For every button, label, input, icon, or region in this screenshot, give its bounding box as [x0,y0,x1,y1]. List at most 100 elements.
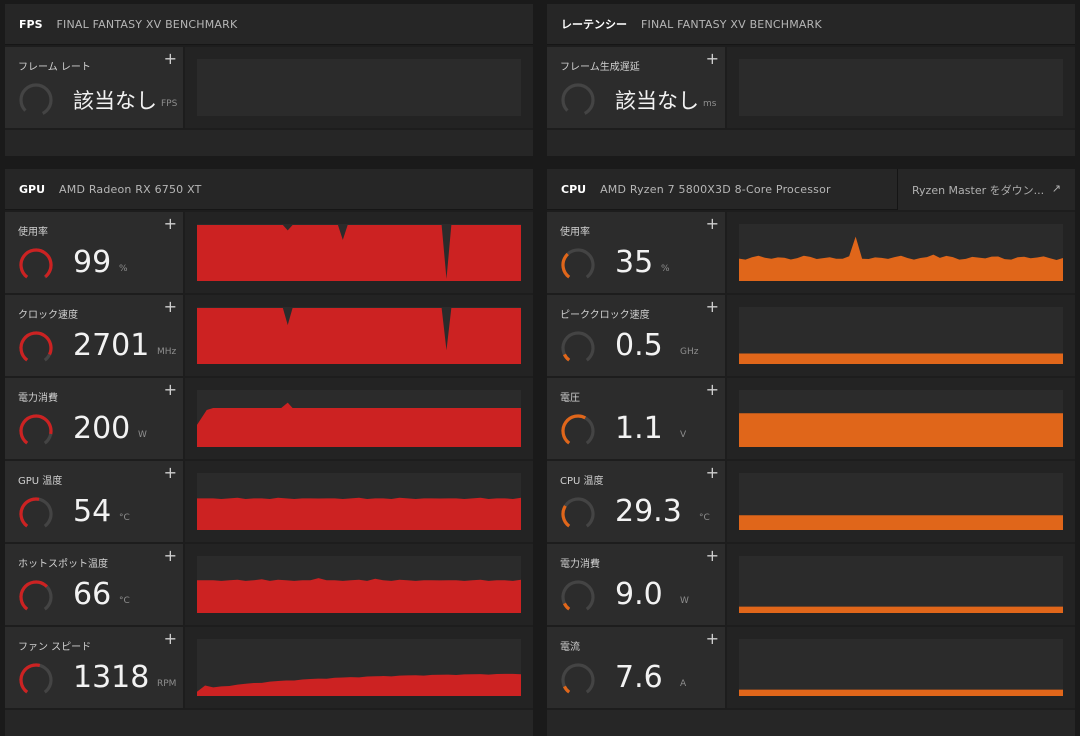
history-area [739,236,1063,281]
gauge-fill [19,663,53,697]
graph-area [739,307,1063,364]
metric-row-5: 電力消費 +9.0 W [547,544,1075,625]
graph-area [197,59,521,116]
metric-tile[interactable]: 電力消費 +200 W [5,378,183,459]
graph-area [739,556,1063,613]
panel-footer [5,710,533,736]
metric-label: ホットスポット温度 [18,559,108,570]
history-area [739,606,1063,613]
gauge-icon [19,580,53,614]
gauge-fill [561,580,595,614]
metric-unit: W [138,430,147,440]
add-metric-button[interactable]: + [163,546,177,565]
ryzen-master-download-button[interactable]: Ryzen Master をダウン... ↗ [897,169,1075,210]
metric-tile[interactable]: ピーククロック速度 +0.5 GHz [547,295,725,376]
add-metric-button[interactable]: + [705,629,719,648]
gauge-fill [19,497,53,531]
add-metric-button[interactable]: + [705,380,719,399]
metric-label: 電流 [560,642,580,653]
metric-row-4: CPU 温度 +29.3 °C [547,461,1075,542]
history-area [197,308,521,364]
gauge-icon [19,248,53,282]
metric-graph [185,295,533,376]
graph-area [739,59,1063,116]
cpu-panel: CPU AMD Ryzen 7 5800X3D 8-Core Processor… [547,169,1075,736]
gauge-icon [19,497,53,531]
metric-history-chart [197,497,521,530]
history-area [739,353,1063,364]
metric-tile[interactable]: ファン スピード +1318 RPM [5,627,183,708]
add-metric-button[interactable]: + [163,380,177,399]
latency-panel-header: レーテンシー FINAL FANTASY XV BENCHMARK [547,4,1075,45]
metric-graph [185,378,533,459]
metric-label: CPU 温度 [560,476,604,487]
cpu-panel-title: CPU [561,182,587,196]
metric-unit: V [680,430,687,440]
metric-tile[interactable]: 電力消費 +9.0 W [547,544,725,625]
graph-area [197,473,521,530]
add-metric-button[interactable]: + [705,214,719,233]
metric-tile[interactable]: 使用率 +35% [547,212,725,293]
metric-unit: % [661,264,670,274]
metric-unit: °C [119,513,130,523]
metric-tile[interactable]: 使用率 +99% [5,212,183,293]
metric-graph [185,544,533,625]
add-metric-button[interactable]: + [705,49,719,68]
add-metric-button[interactable]: + [705,463,719,482]
metric-value: 66 [73,577,112,612]
add-metric-button[interactable]: + [705,297,719,316]
metric-tile[interactable]: フレーム生成遅延 + 該当なし ms [547,47,725,128]
metric-graph [727,461,1075,542]
add-metric-button[interactable]: + [163,463,177,482]
history-area [197,225,521,281]
graph-area [739,473,1063,530]
graph-area [739,224,1063,281]
gauge-icon [19,83,53,117]
metric-history-chart [739,515,1063,530]
metric-value: 該当なし [615,89,699,113]
cpu-panel-subtitle: AMD Ryzen 7 5800X3D 8-Core Processor [600,182,831,196]
gauge-icon [19,663,53,697]
metric-unit: ms [703,99,717,109]
metric-label: 使用率 [560,227,590,238]
metric-tile[interactable]: クロック速度 +2701 MHz [5,295,183,376]
fps-panel-title: FPS [19,17,43,31]
graph-area [197,556,521,613]
gauge-fill [19,414,53,448]
metric-tile[interactable]: CPU 温度 +29.3 °C [547,461,725,542]
ryzen-master-label: Ryzen Master をダウン... [912,183,1045,197]
gpu-panel: GPU AMD Radeon RX 6750 XT 使用率 +99% クロック速度 +… [5,169,533,736]
metric-unit: MHz [157,347,177,357]
metric-unit: GHz [680,347,699,357]
gauge-icon [561,663,595,697]
metric-history-chart [197,308,521,364]
metric-label: GPU 温度 [18,476,63,487]
add-metric-button[interactable]: + [163,214,177,233]
cpu-panel-header: CPU AMD Ryzen 7 5800X3D 8-Core Processor… [547,169,1075,210]
metric-tile[interactable]: 電圧 +1.1 V [547,378,725,459]
metric-tile[interactable]: ホットスポット温度 +66 °C [5,544,183,625]
add-metric-button[interactable]: + [705,546,719,565]
gauge-icon [561,83,595,117]
graph-area [197,390,521,447]
gauge-icon [561,497,595,531]
metric-tile[interactable]: GPU 温度 +54 °C [5,461,183,542]
metric-history-chart [197,402,521,447]
metric-row-4: GPU 温度 +54 °C [5,461,533,542]
add-metric-button[interactable]: + [163,49,177,68]
gauge-icon [19,414,53,448]
metric-value: 1.1 [615,411,663,446]
metric-value: 99 [73,245,112,280]
add-metric-button[interactable]: + [163,297,177,316]
gauge-icon [561,580,595,614]
metric-tile[interactable]: フレーム レート + 該当なし FPS [5,47,183,128]
gauge-icon [561,414,595,448]
history-area [197,578,521,613]
metric-history-chart [197,673,521,696]
metric-tile[interactable]: 電流 +7.6 A [547,627,725,708]
metric-value: 35 [615,245,654,280]
graph-area [197,639,521,696]
metric-value: 2701 [73,328,150,363]
add-metric-button[interactable]: + [163,629,177,648]
metric-value: 54 [73,494,112,529]
